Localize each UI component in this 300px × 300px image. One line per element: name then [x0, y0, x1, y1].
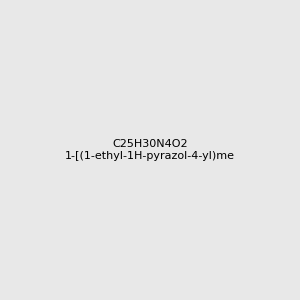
Text: C25H30N4O2
1-[(1-ethyl-1H-pyrazol-4-yl)me: C25H30N4O2 1-[(1-ethyl-1H-pyrazol-4-yl)m…	[65, 139, 235, 161]
